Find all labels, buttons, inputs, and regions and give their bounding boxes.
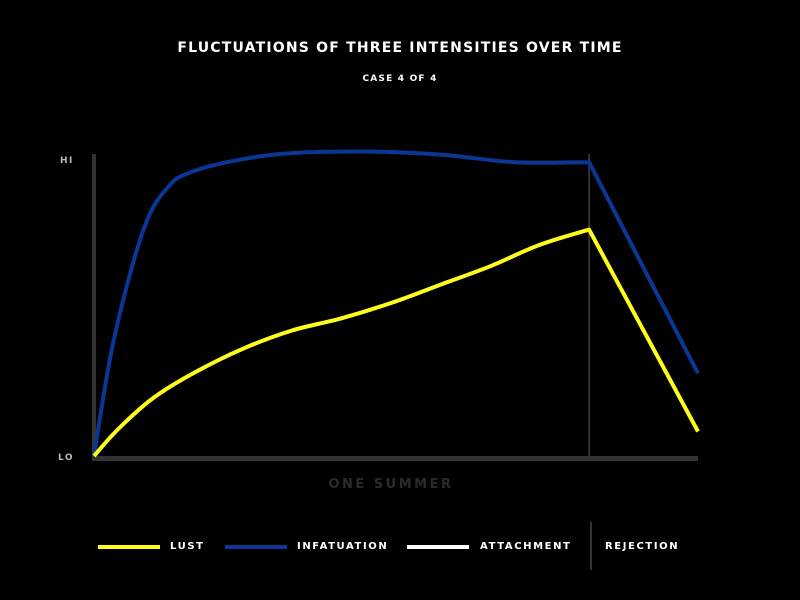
y-axis-bar bbox=[92, 154, 96, 461]
legend-swatch-lust bbox=[98, 545, 160, 549]
y-tick-lo: LO bbox=[58, 453, 74, 463]
legend-divider bbox=[590, 522, 592, 570]
chart-subtitle: CASE 4 OF 4 bbox=[362, 74, 438, 84]
chart-title: FLUCTUATIONS OF THREE INTENSITIES OVER T… bbox=[177, 40, 623, 56]
legend-label-rejection: REJECTION bbox=[605, 541, 680, 552]
series-line-lust bbox=[92, 227, 700, 458]
legend-label-attachment: ATTACHMENT bbox=[480, 541, 572, 552]
legend-label-infatuation: INFATUATION bbox=[297, 541, 389, 552]
legend-label-lust: LUST bbox=[170, 541, 205, 552]
y-tick-hi: HI bbox=[60, 156, 74, 166]
legend-swatch-attachment bbox=[407, 545, 469, 549]
x-axis-label: ONE SUMMER bbox=[328, 477, 453, 492]
series-line-infatuation bbox=[92, 149, 700, 457]
legend-swatch-infatuation bbox=[225, 545, 287, 549]
x-axis-bar bbox=[92, 456, 698, 461]
